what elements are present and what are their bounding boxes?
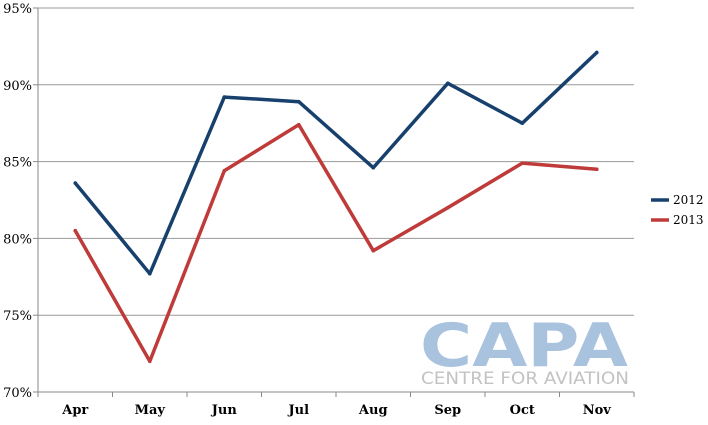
- data-point-2012: [147, 271, 152, 276]
- data-point-2013: [371, 248, 376, 253]
- data-point-2013: [222, 169, 227, 173]
- series-line-2012: [73, 50, 599, 276]
- y-tick-label: 95%: [3, 2, 32, 17]
- data-point-2012: [371, 165, 376, 170]
- series-line-2013: [73, 122, 599, 364]
- data-point-2013: [147, 359, 152, 364]
- y-tick-label: 90%: [3, 79, 32, 94]
- data-point-2012: [222, 95, 227, 99]
- series-lines: [73, 50, 599, 364]
- y-axis-ticks: 70% 75% 80% 85% 90% 95%: [3, 2, 38, 401]
- y-tick-label: 85%: [3, 156, 32, 171]
- data-point-2013: [296, 122, 301, 127]
- legend-label: 2012: [673, 193, 704, 207]
- data-point-2013: [520, 161, 525, 165]
- x-tick-label: May: [135, 403, 166, 418]
- y-tick-label: 75%: [3, 309, 32, 324]
- x-tick-label: Sep: [434, 403, 461, 418]
- x-tick-label: Nov: [583, 403, 612, 418]
- x-tick-label: Jul: [287, 403, 309, 418]
- watermark-brand: CAPA: [420, 311, 629, 381]
- data-point-2012: [445, 81, 450, 86]
- x-tick-label: Jun: [211, 403, 238, 418]
- y-tick-label: 70%: [3, 386, 32, 401]
- data-point-2012: [296, 99, 301, 104]
- x-axis-ticks: Apr May Jun Jul Aug Sep Oct Nov: [37, 392, 635, 418]
- capa-watermark: CAPA CENTRE FOR AVIATION: [420, 311, 629, 389]
- watermark-tagline: CENTRE FOR AVIATION: [421, 369, 629, 389]
- data-point-2012: [594, 50, 599, 55]
- legend: 2012 2013: [651, 193, 704, 227]
- legend-label: 2013: [673, 213, 704, 227]
- data-point-2013: [73, 228, 78, 233]
- x-tick-label: Oct: [510, 403, 535, 418]
- data-point-2013: [445, 205, 450, 210]
- x-tick-label: Apr: [61, 403, 88, 418]
- data-point-2013: [594, 167, 599, 172]
- x-tick-label: Aug: [358, 403, 388, 418]
- data-point-2012: [520, 121, 525, 125]
- data-point-2012: [73, 181, 78, 185]
- y-tick-label: 80%: [3, 232, 32, 247]
